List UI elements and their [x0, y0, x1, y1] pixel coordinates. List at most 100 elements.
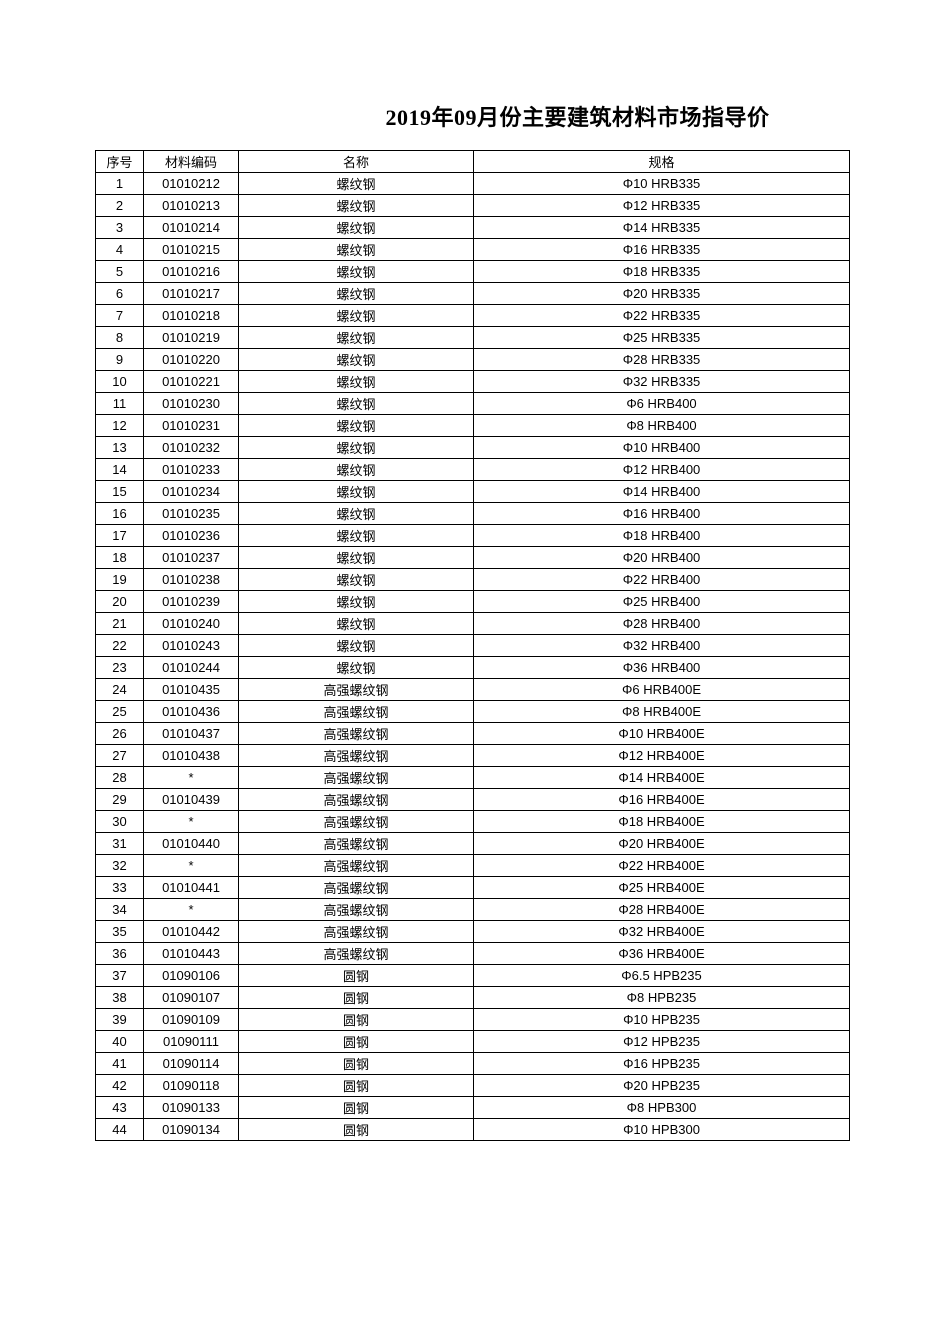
cell-code: 01010230 — [144, 393, 239, 415]
cell-name: 螺纹钢 — [239, 327, 474, 349]
cell-seq: 27 — [96, 745, 144, 767]
table-row: 501010216螺纹钢Φ18 HRB335 — [96, 261, 850, 283]
cell-name: 高强螺纹钢 — [239, 833, 474, 855]
cell-code: 01010219 — [144, 327, 239, 349]
cell-name: 圆钢 — [239, 1053, 474, 1075]
cell-name: 螺纹钢 — [239, 415, 474, 437]
cell-seq: 40 — [96, 1031, 144, 1053]
cell-seq: 4 — [96, 239, 144, 261]
cell-spec: Φ22 HRB335 — [474, 305, 850, 327]
cell-name: 高强螺纹钢 — [239, 877, 474, 899]
cell-code: 01010243 — [144, 635, 239, 657]
cell-name: 螺纹钢 — [239, 173, 474, 195]
cell-name: 螺纹钢 — [239, 525, 474, 547]
cell-spec: Φ28 HRB335 — [474, 349, 850, 371]
cell-seq: 26 — [96, 723, 144, 745]
cell-seq: 1 — [96, 173, 144, 195]
cell-code: 01010442 — [144, 921, 239, 943]
cell-seq: 3 — [96, 217, 144, 239]
cell-code: 01010218 — [144, 305, 239, 327]
cell-name: 高强螺纹钢 — [239, 855, 474, 877]
cell-spec: Φ28 HRB400E — [474, 899, 850, 921]
cell-spec: Φ36 HRB400 — [474, 657, 850, 679]
cell-code: 01090106 — [144, 965, 239, 987]
cell-seq: 5 — [96, 261, 144, 283]
cell-code: 01010215 — [144, 239, 239, 261]
cell-spec: Φ25 HRB400 — [474, 591, 850, 613]
cell-code: 01090107 — [144, 987, 239, 1009]
table-row: 1401010233螺纹钢Φ12 HRB400 — [96, 459, 850, 481]
cell-name: 高强螺纹钢 — [239, 811, 474, 833]
cell-name: 螺纹钢 — [239, 657, 474, 679]
cell-code: * — [144, 855, 239, 877]
cell-seq: 13 — [96, 437, 144, 459]
cell-code: 01010217 — [144, 283, 239, 305]
cell-seq: 43 — [96, 1097, 144, 1119]
cell-name: 圆钢 — [239, 987, 474, 1009]
table-row: 3501010442高强螺纹钢Φ32 HRB400E — [96, 921, 850, 943]
cell-seq: 2 — [96, 195, 144, 217]
cell-name: 圆钢 — [239, 1009, 474, 1031]
cell-seq: 42 — [96, 1075, 144, 1097]
header-seq: 序号 — [96, 151, 144, 173]
cell-seq: 44 — [96, 1119, 144, 1141]
cell-code: 01090133 — [144, 1097, 239, 1119]
cell-code: 01010231 — [144, 415, 239, 437]
cell-spec: Φ14 HRB400 — [474, 481, 850, 503]
cell-spec: Φ18 HRB400 — [474, 525, 850, 547]
cell-name: 圆钢 — [239, 1075, 474, 1097]
cell-name: 高强螺纹钢 — [239, 789, 474, 811]
cell-name: 螺纹钢 — [239, 393, 474, 415]
cell-code: 01010221 — [144, 371, 239, 393]
table-row: 32*高强螺纹钢Φ22 HRB400E — [96, 855, 850, 877]
cell-code: 01090109 — [144, 1009, 239, 1031]
page-title: 2019年09月份主要建筑材料市场指导价 — [305, 100, 850, 132]
cell-name: 高强螺纹钢 — [239, 767, 474, 789]
cell-code: 01010214 — [144, 217, 239, 239]
table-row: 1801010237螺纹钢Φ20 HRB400 — [96, 547, 850, 569]
cell-spec: Φ18 HRB400E — [474, 811, 850, 833]
table-row: 30*高强螺纹钢Φ18 HRB400E — [96, 811, 850, 833]
cell-name: 圆钢 — [239, 965, 474, 987]
table-body: 101010212螺纹钢Φ10 HRB335201010213螺纹钢Φ12 HR… — [96, 173, 850, 1141]
table-row: 3701090106圆钢Φ6.5 HPB235 — [96, 965, 850, 987]
cell-seq: 7 — [96, 305, 144, 327]
cell-name: 螺纹钢 — [239, 349, 474, 371]
table-row: 2301010244螺纹钢Φ36 HRB400 — [96, 657, 850, 679]
cell-spec: Φ28 HRB400 — [474, 613, 850, 635]
cell-spec: Φ6 HRB400 — [474, 393, 850, 415]
table-row: 2601010437高强螺纹钢Φ10 HRB400E — [96, 723, 850, 745]
table-row: 3601010443高强螺纹钢Φ36 HRB400E — [96, 943, 850, 965]
cell-name: 高强螺纹钢 — [239, 701, 474, 723]
cell-seq: 22 — [96, 635, 144, 657]
table-row: 2001010239螺纹钢Φ25 HRB400 — [96, 591, 850, 613]
table-row: 2401010435高强螺纹钢Φ6 HRB400E — [96, 679, 850, 701]
cell-seq: 10 — [96, 371, 144, 393]
cell-seq: 31 — [96, 833, 144, 855]
table-row: 1701010236螺纹钢Φ18 HRB400 — [96, 525, 850, 547]
cell-seq: 41 — [96, 1053, 144, 1075]
cell-code: 01010216 — [144, 261, 239, 283]
table-row: 4101090114圆钢Φ16 HPB235 — [96, 1053, 850, 1075]
cell-seq: 39 — [96, 1009, 144, 1031]
cell-code: 01010437 — [144, 723, 239, 745]
table-row: 1201010231螺纹钢Φ8 HRB400 — [96, 415, 850, 437]
cell-name: 螺纹钢 — [239, 371, 474, 393]
cell-name: 圆钢 — [239, 1119, 474, 1141]
cell-spec: Φ32 HRB400E — [474, 921, 850, 943]
table-row: 2201010243螺纹钢Φ32 HRB400 — [96, 635, 850, 657]
header-spec: 规格 — [474, 151, 850, 173]
table-row: 201010213螺纹钢Φ12 HRB335 — [96, 195, 850, 217]
cell-spec: Φ6.5 HPB235 — [474, 965, 850, 987]
cell-name: 螺纹钢 — [239, 547, 474, 569]
table-row: 1901010238螺纹钢Φ22 HRB400 — [96, 569, 850, 591]
cell-name: 高强螺纹钢 — [239, 921, 474, 943]
cell-spec: Φ20 HRB400E — [474, 833, 850, 855]
cell-seq: 29 — [96, 789, 144, 811]
cell-seq: 34 — [96, 899, 144, 921]
cell-name: 高强螺纹钢 — [239, 723, 474, 745]
cell-code: 01010239 — [144, 591, 239, 613]
cell-code: 01010212 — [144, 173, 239, 195]
cell-name: 螺纹钢 — [239, 481, 474, 503]
cell-seq: 23 — [96, 657, 144, 679]
